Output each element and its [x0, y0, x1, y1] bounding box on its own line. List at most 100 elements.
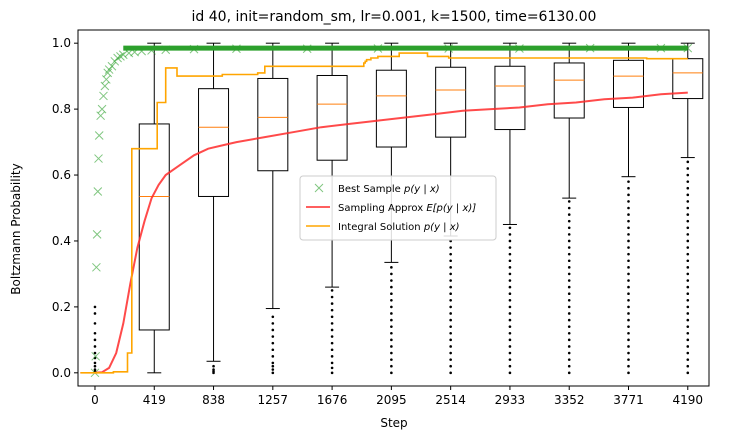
box-838 [198, 42, 230, 375]
box-flier [449, 305, 452, 309]
box-flier [627, 305, 630, 309]
box-flier [93, 364, 97, 368]
box-flier [567, 338, 571, 342]
box-flier [508, 279, 512, 282]
box-flier [449, 364, 452, 368]
box-flier [271, 364, 275, 368]
box-flier [686, 358, 690, 361]
box-flier [627, 318, 630, 322]
box-flier [627, 351, 630, 355]
box-flier [567, 318, 571, 322]
box-flier [567, 325, 571, 328]
box-flier [627, 331, 630, 335]
box-flier [271, 355, 275, 358]
box-flier [686, 292, 690, 296]
box-flier [271, 341, 275, 345]
box-flier [508, 252, 512, 256]
box-flier [567, 213, 571, 216]
box-flier [627, 298, 630, 302]
box-flier [686, 351, 690, 355]
box-flier [627, 226, 630, 230]
x-tick-label: 1257 [258, 393, 289, 407]
box-flier [508, 298, 512, 302]
box-flier [508, 351, 512, 355]
best-sample-point [97, 104, 107, 114]
box-flier [686, 180, 690, 183]
box-flier [627, 325, 630, 328]
box-flier [449, 252, 452, 256]
box-flier [330, 361, 334, 365]
box-flier [330, 289, 334, 292]
box-flier [271, 335, 275, 338]
box-3352 [553, 42, 585, 375]
box-flier [449, 351, 452, 355]
box-flier [567, 312, 571, 315]
x-tick-label: 419 [143, 393, 166, 407]
box-flier [508, 292, 512, 296]
box-flier [567, 279, 571, 282]
box-flier [449, 338, 452, 342]
box-flier [390, 345, 393, 348]
box-flier [686, 226, 690, 230]
box-flier [390, 285, 393, 289]
box-flier [330, 322, 334, 325]
box-flier [330, 348, 334, 352]
box-flier [567, 219, 571, 223]
box-flier [390, 318, 393, 322]
box-body [612, 59, 644, 108]
box-flier [686, 371, 690, 375]
best-sample-point [116, 52, 125, 61]
box-flier [686, 219, 690, 223]
box-flier [390, 266, 393, 269]
box-flier [686, 200, 690, 203]
box-flier [93, 345, 97, 348]
box-flier [567, 371, 571, 375]
chart-title: id 40, init=random_sm, lr=0.001, k=1500,… [192, 9, 597, 25]
box-flier [271, 315, 275, 319]
box-flier [93, 368, 97, 371]
y-tick-label: 0.2 [52, 300, 71, 314]
box-flier [567, 206, 571, 210]
box-flier [508, 325, 512, 328]
box-flier [449, 246, 452, 249]
box-flier [93, 322, 97, 325]
box-flier [567, 239, 571, 243]
box-flier [627, 259, 630, 263]
box-flier [567, 358, 571, 361]
y-tick-label: 0.4 [52, 234, 71, 248]
box-flier [93, 361, 97, 365]
best-sample-point [107, 61, 117, 71]
box-flier [686, 272, 690, 276]
box-flier [390, 292, 393, 296]
box-flier [330, 371, 334, 375]
box-flier [686, 213, 690, 216]
box-flier [567, 226, 571, 230]
box-flier [508, 305, 512, 309]
legend-marker-best-sample [314, 183, 324, 193]
box-flier [508, 338, 512, 342]
box-flier [686, 252, 690, 256]
best-sample-point [93, 187, 103, 196]
box-flier [93, 312, 97, 315]
box-flier [508, 371, 512, 375]
box-flier [449, 371, 452, 375]
box-flier [627, 200, 630, 203]
box-body [198, 88, 230, 197]
box-flier [271, 322, 275, 325]
box-flier [567, 252, 571, 256]
best-sample-point [96, 111, 105, 121]
box-flier [508, 364, 512, 368]
box-flier [627, 252, 630, 256]
box-flier [271, 328, 275, 332]
box-flier [686, 312, 690, 315]
box-flier [390, 351, 393, 355]
box-flier [390, 364, 393, 368]
legend-label: Integral Solution p(y | x) [338, 222, 460, 233]
box-flier [567, 272, 571, 276]
box-flier [627, 272, 630, 276]
box-flier [686, 364, 690, 368]
x-axis-label: Step [380, 416, 407, 430]
best-sample-point [99, 91, 108, 101]
box-flier [330, 308, 334, 312]
